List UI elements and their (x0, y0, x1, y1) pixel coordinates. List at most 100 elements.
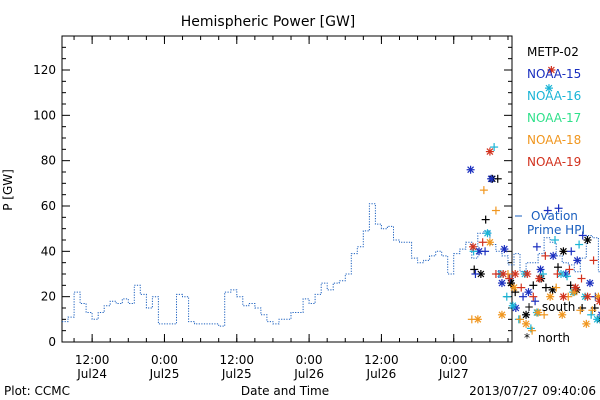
x-tick-label-date: Jul25 (149, 367, 180, 381)
chart-title: Hemispheric Power [GW] (181, 14, 356, 30)
south-plus-marker (541, 251, 550, 260)
x-tick-label-time: 12:00 (219, 353, 254, 367)
north-star-marker (544, 84, 553, 93)
x-tick-label-time: 12:00 (364, 353, 399, 367)
south-plus-marker (478, 238, 487, 247)
south-plus-marker (505, 274, 514, 283)
legend-entry: METP-02 (527, 45, 579, 59)
north-star-marker (585, 279, 594, 288)
south-plus-marker (577, 274, 586, 283)
south-plus-marker (565, 265, 574, 274)
south-plus-marker (490, 143, 499, 152)
y-tick-label: 0 (48, 335, 56, 349)
south-legend-label: south (542, 300, 576, 314)
south-plus-marker (532, 242, 541, 251)
x-tick-label-time: 12:00 (75, 353, 110, 367)
south-plus-marker (529, 292, 538, 301)
south-plus-marker (554, 263, 563, 272)
south-plus-marker (541, 283, 550, 292)
south-plus-marker (491, 270, 500, 278)
north-star-marker (497, 279, 506, 288)
y-tick-label: 100 (33, 108, 56, 122)
legend-entry: NOAA-15 (527, 67, 581, 81)
north-star-marker (559, 247, 568, 256)
south-plus-marker (516, 315, 525, 324)
x-tick-label-date: Jul26 (366, 367, 397, 381)
footer-right: 2013/07/27 09:40:06 (469, 384, 596, 398)
south-plus-marker (471, 270, 480, 278)
north-star-marker (483, 229, 492, 238)
north-star-marker (522, 319, 531, 328)
south-plus-marker (554, 204, 563, 213)
north-star-marker (573, 256, 582, 265)
south-legend: + south (524, 300, 575, 314)
south-plus-marker (470, 265, 479, 274)
north-star-marker (549, 251, 558, 260)
north-star-marker (485, 238, 494, 247)
north-star-marker (473, 315, 482, 324)
ovation-prime-hpi-line (62, 203, 600, 327)
x-tick-label-time: 0:00 (151, 353, 178, 367)
x-tick-label-date: Jul27 (438, 367, 469, 381)
north-star-marker (583, 236, 592, 244)
south-plus-marker (529, 281, 538, 290)
y-tick-label: 120 (33, 63, 56, 77)
south-plus-marker (589, 256, 598, 265)
legend-entry: NOAA-17 (527, 111, 581, 125)
north-star-marker (559, 292, 568, 301)
north-star-marker (583, 292, 592, 301)
y-axis: 0 20 40 60 80 100 120 (33, 35, 512, 349)
south-plus-marker (587, 310, 596, 319)
north-star-marker (485, 147, 494, 156)
x-tick-label-date: Jul26 (293, 367, 324, 381)
north-star-marker (534, 308, 543, 317)
north-star-marker (497, 310, 506, 319)
south-plus-marker (469, 247, 478, 256)
legend-entry: NOAA-16 (527, 89, 581, 103)
north-star-marker (469, 242, 478, 251)
north-star-marker (546, 292, 555, 301)
legend-entry: NOAA-18 (527, 133, 581, 147)
south-plus-marker (491, 206, 500, 215)
north-legend-label: north (538, 331, 570, 345)
south-plus-marker (479, 186, 488, 195)
north-star-marker (558, 310, 567, 319)
north-star-marker (510, 283, 519, 292)
y-tick-label: 80 (41, 154, 56, 168)
ovation-label-line2: Prime HPI (527, 223, 585, 237)
x-axis-label: Date and Time (241, 384, 329, 398)
north-legend: * north (524, 331, 570, 345)
north-star-marker (500, 245, 509, 254)
south-plus-marker (575, 240, 584, 249)
south-plus-marker (519, 292, 528, 301)
south-plus-marker (502, 292, 511, 301)
y-tick-label: 20 (41, 290, 56, 304)
x-tick-label-time: 0:00 (440, 353, 467, 367)
y-tick-label: 60 (41, 199, 56, 213)
ovation-label-line1: Ovation (531, 209, 578, 223)
legend: METP-02 NOAA-15 NOAA-16 NOAA-17 NOAA-18 NOAA-… (527, 45, 581, 169)
footer-left: Plot: CCMC (4, 384, 70, 398)
north-star-marker (571, 283, 580, 292)
north-star-marker (522, 310, 531, 319)
x-tick-label-time: 0:00 (296, 353, 323, 367)
north-star-marker (523, 270, 532, 278)
ovation-line (62, 203, 600, 327)
north-star-marker (511, 270, 520, 278)
south-plus-marker (552, 283, 561, 292)
south-plus-marker (531, 297, 540, 306)
north-star-marker (476, 270, 485, 278)
south-plus-marker (550, 236, 559, 244)
north-star-marker (547, 66, 556, 74)
south-plus-marker (578, 231, 587, 240)
north-star-marker (582, 319, 591, 328)
y-tick-label: 40 (41, 244, 56, 258)
north-star-marker (535, 274, 544, 283)
south-plus-marker (528, 326, 537, 335)
north-star-marker (487, 174, 496, 183)
south-plus-marker (567, 247, 576, 256)
north-star-marker (524, 288, 533, 297)
legend-entry: NOAA-19 (527, 155, 581, 169)
star-icon: * (524, 331, 530, 345)
